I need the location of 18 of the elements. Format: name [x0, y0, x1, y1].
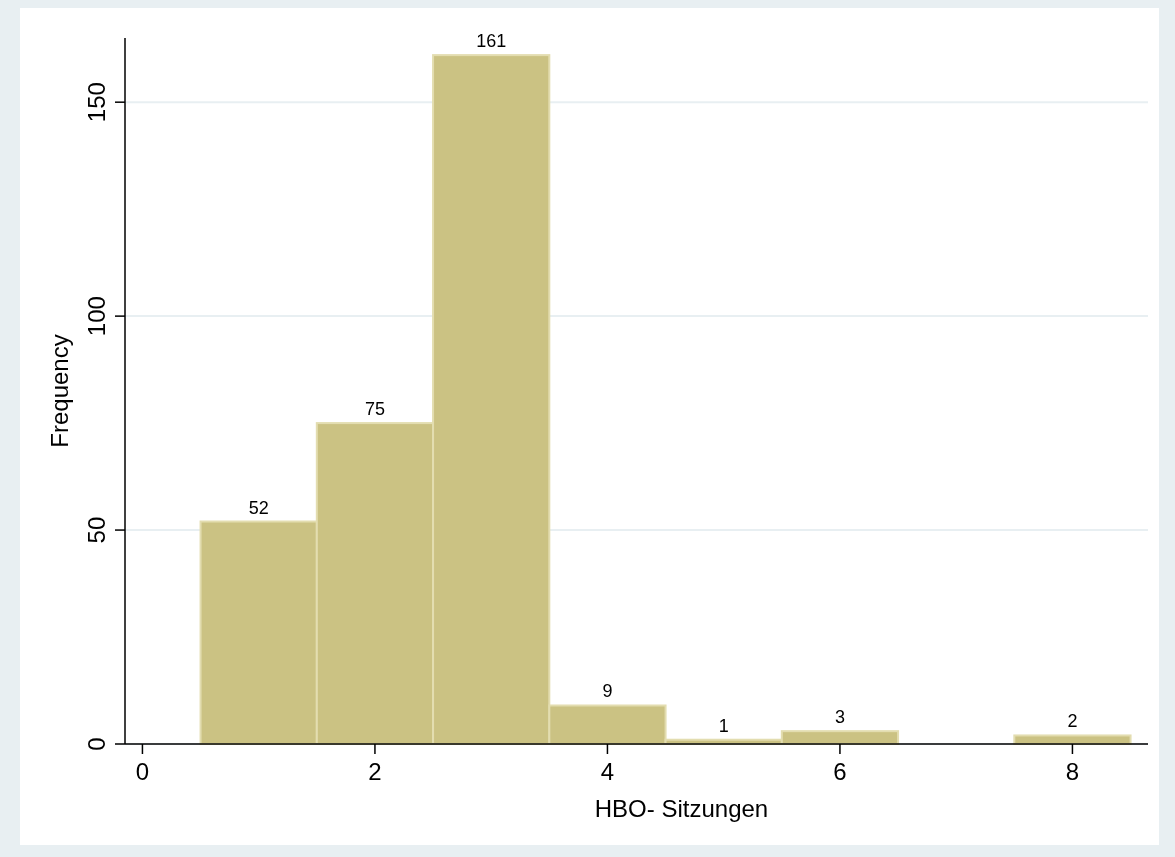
y-axis-title: Frequency — [46, 334, 73, 448]
x-axis-title: HBO- Sitzungen — [594, 795, 769, 822]
x-tick-label: 6 — [833, 758, 847, 785]
y-tick-label: 50 — [83, 516, 110, 544]
y-tick-label: 150 — [83, 82, 110, 123]
x-tick-label: 4 — [600, 758, 615, 785]
data-label: 1 — [718, 715, 729, 736]
y-tick-label: 0 — [83, 737, 110, 751]
data-label: 52 — [248, 497, 269, 518]
data-label: 75 — [364, 399, 385, 420]
data-label: 161 — [476, 31, 507, 52]
data-label: 9 — [602, 681, 613, 702]
x-tick-label: 2 — [368, 758, 382, 785]
data-label: 3 — [834, 707, 845, 728]
x-tick-label: 0 — [135, 758, 150, 785]
x-tick-label: 8 — [1065, 758, 1080, 785]
data-label: 2 — [1067, 711, 1078, 732]
y-tick-label: 100 — [83, 296, 110, 337]
